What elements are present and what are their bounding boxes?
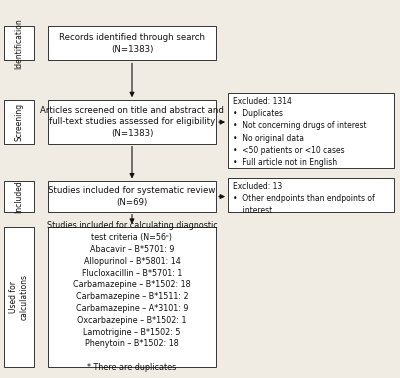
Text: Excluded: 1314
•  Duplicates
•  Not concerning drugs of interest
•  No original : Excluded: 1314 • Duplicates • Not concer… [233, 97, 366, 167]
Text: Included: Included [14, 180, 24, 213]
FancyBboxPatch shape [48, 100, 216, 144]
FancyBboxPatch shape [4, 181, 34, 212]
Text: Screening: Screening [14, 103, 24, 141]
FancyBboxPatch shape [228, 93, 394, 168]
FancyBboxPatch shape [228, 178, 394, 212]
FancyBboxPatch shape [48, 181, 216, 212]
Text: Articles screened on title and abstract and
full-text studies assessed for eligi: Articles screened on title and abstract … [40, 105, 224, 138]
FancyBboxPatch shape [48, 227, 216, 367]
Text: Identification: Identification [14, 18, 24, 69]
Text: Records identified through search
(N=1383): Records identified through search (N=138… [59, 33, 205, 54]
FancyBboxPatch shape [4, 227, 34, 367]
FancyBboxPatch shape [48, 26, 216, 60]
Text: Studies included for systematic review
(N=69): Studies included for systematic review (… [48, 186, 216, 207]
Text: Used for
calculations: Used for calculations [9, 274, 29, 320]
Text: Studies included for calculating diagnostic
test criteria (N=56ᶜ)
Abacavir – B*5: Studies included for calculating diagnos… [47, 222, 217, 372]
FancyBboxPatch shape [4, 100, 34, 144]
Text: Excluded: 13
•  Other endpoints than endpoints of
    interest: Excluded: 13 • Other endpoints than endp… [233, 182, 374, 215]
FancyBboxPatch shape [4, 26, 34, 60]
